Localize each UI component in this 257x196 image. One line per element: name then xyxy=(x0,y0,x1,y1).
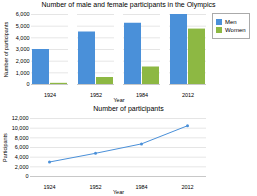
html-text:Number of participants: Number of participants xyxy=(93,105,164,112)
svg-text:10,000: 10,000 xyxy=(12,125,29,131)
svg-text:Number of participants: Number of participants xyxy=(3,22,9,78)
svg-text:Year: Year xyxy=(113,97,124,103)
html-text:Men: Men xyxy=(225,19,237,25)
svg-text:Participants: Participants xyxy=(2,133,8,162)
svg-text:1952: 1952 xyxy=(89,184,101,190)
svg-text:6,000: 6,000 xyxy=(16,11,30,17)
svg-text:1952: 1952 xyxy=(90,92,102,98)
html-text:Women: Women xyxy=(225,27,246,33)
svg-text:4,000: 4,000 xyxy=(16,35,30,41)
svg-text:2012: 2012 xyxy=(182,92,194,98)
svg-text:1,000: 1,000 xyxy=(16,70,30,76)
svg-text:0: 0 xyxy=(25,173,28,179)
svg-text:Year: Year xyxy=(113,189,124,195)
svg-text:4,000: 4,000 xyxy=(15,154,29,160)
svg-text:0: 0 xyxy=(26,81,29,87)
svg-text:3,000: 3,000 xyxy=(16,46,30,52)
svg-text:5,000: 5,000 xyxy=(16,23,30,29)
svg-text:1984: 1984 xyxy=(136,92,148,98)
svg-text:12,000: 12,000 xyxy=(12,115,29,121)
svg-text:1924: 1924 xyxy=(44,92,56,98)
svg-text:6,000: 6,000 xyxy=(15,144,29,150)
svg-text:1984: 1984 xyxy=(135,184,147,190)
svg-text:2,000: 2,000 xyxy=(16,58,30,64)
svg-text:1924: 1924 xyxy=(43,184,55,190)
svg-text:2012: 2012 xyxy=(181,184,193,190)
html-text:Number of male and female part: Number of male and female participants i… xyxy=(41,1,216,8)
svg-text:8,000: 8,000 xyxy=(15,135,29,141)
svg-text:2,000: 2,000 xyxy=(15,164,29,170)
